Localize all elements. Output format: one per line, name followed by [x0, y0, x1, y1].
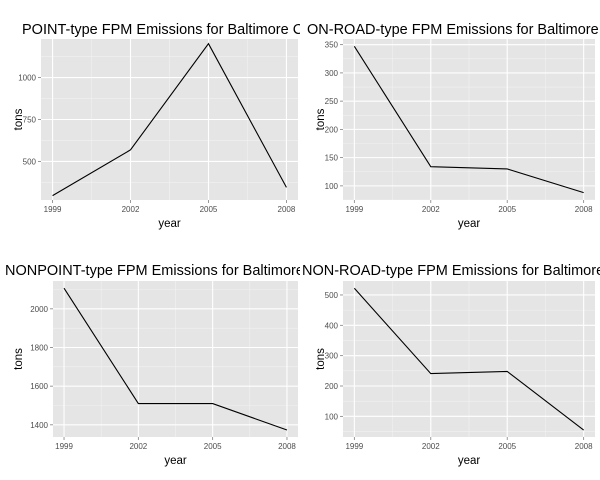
chart-panel-3: 1400 1600 1800 2000 1999 2002 2005 2008 year tons	[13, 281, 298, 467]
y-tick-label: 350	[325, 41, 339, 50]
x-tick-label: 2002	[422, 442, 440, 451]
y-axis-title: tons	[315, 108, 327, 130]
y-tick-label: 400	[325, 321, 339, 330]
y-tick-label: 200	[325, 382, 339, 391]
x-tick-label: 2002	[129, 442, 147, 451]
y-tick-label: 1800	[30, 343, 48, 352]
y-axis-title: tons	[13, 348, 25, 370]
y-tick-label: 200	[325, 125, 339, 134]
y-tick-label: 1400	[30, 421, 48, 430]
x-tick-label: 1999	[345, 442, 363, 451]
x-tick-label: 2008	[278, 442, 296, 451]
y-tick-label: 300	[325, 69, 339, 78]
x-axis-title: year	[164, 455, 187, 467]
y-tick-label: 1600	[30, 382, 48, 391]
y-tick-label: 1000	[18, 74, 36, 83]
y-tick-label: 100	[325, 412, 339, 421]
x-tick-label: 2008	[278, 205, 296, 214]
y-axis-title: tons	[315, 348, 327, 370]
x-tick-label: 2002	[422, 205, 440, 214]
x-tick-label: 2008	[575, 205, 593, 214]
chart-title-1: POINT-type FPM Emissions for Baltimore C	[22, 22, 303, 38]
x-tick-label: 2005	[204, 442, 222, 451]
y-tick-label: 250	[325, 97, 339, 106]
x-tick-label: 2005	[498, 442, 516, 451]
x-tick-label: 2008	[575, 442, 593, 451]
y-tick-label: 500	[23, 157, 37, 166]
series-line	[63, 287, 288, 431]
y-tick-label: 100	[325, 182, 339, 191]
x-tick-label: 1999	[44, 205, 62, 214]
x-axis-title: year	[458, 455, 481, 467]
x-tick-label: 2005	[498, 205, 516, 214]
series-line	[353, 46, 584, 194]
x-axis-title: year	[458, 218, 481, 230]
x-tick-label: 2002	[122, 205, 140, 214]
y-axis-title: tons	[13, 108, 25, 130]
series-line	[353, 287, 584, 431]
chart-title-2: ON-ROAD-type FPM Emissions for Baltimore	[307, 22, 599, 38]
y-tick-label: 500	[325, 291, 339, 300]
x-axis-title: year	[158, 218, 181, 230]
chart-title-3: NONPOINT-type FPM Emissions for Baltimor…	[5, 263, 304, 279]
y-tick-label: 300	[325, 352, 339, 361]
chart-title-4: NON-ROAD-type FPM Emissions for Baltimor…	[302, 263, 600, 279]
chart-panel-4: 100 200 300 400 500 1999 2002 2005 2008 year tons	[315, 281, 595, 467]
series-line	[52, 42, 287, 197]
x-tick-label: 1999	[55, 442, 73, 451]
y-tick-label: 150	[325, 154, 339, 163]
y-tick-label: 750	[23, 116, 37, 125]
chart-panel-1: 500 750 1000 1999 2002 2005 2008 year tons	[13, 39, 298, 230]
y-tick-label: 2000	[30, 305, 48, 314]
chart-panel-2: 100 150 200 250 300 350 1999 2002 2005 2008 year to…	[315, 39, 595, 230]
x-tick-label: 2005	[200, 205, 218, 214]
x-tick-label: 1999	[345, 205, 363, 214]
